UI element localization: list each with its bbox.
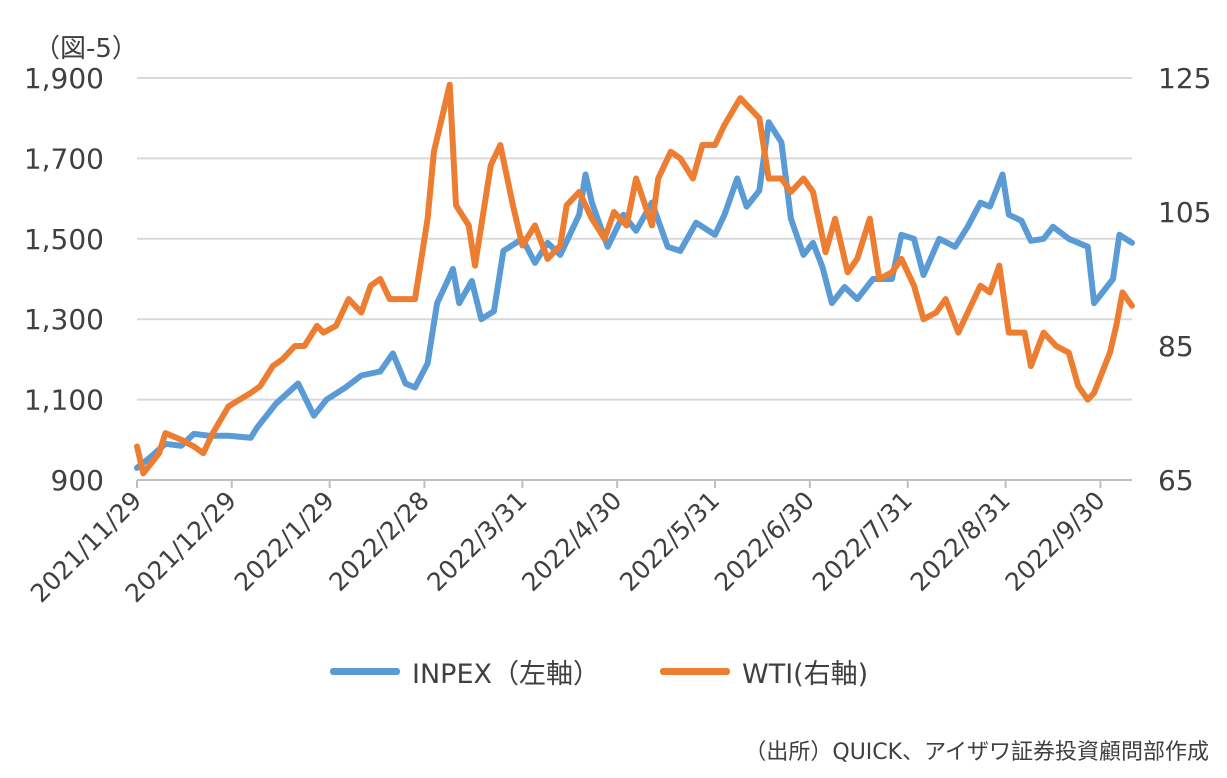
y-left-tick-label: 1,700 xyxy=(24,142,104,175)
legend-item-wti: WTI(右軸) xyxy=(660,652,868,691)
legend-swatch-inpex xyxy=(330,668,400,675)
y-left-tick-label: 1,500 xyxy=(24,223,104,256)
x-tick-label: 2022/5/31 xyxy=(614,486,725,597)
x-tick-label: 2022/8/31 xyxy=(905,486,1016,597)
figure-label: （図-5） xyxy=(34,34,138,64)
y-left-tick-label: 1,900 xyxy=(24,62,104,95)
x-tick-label: 2022/7/31 xyxy=(807,486,918,597)
series-line-wti xyxy=(134,81,1135,477)
legend-label-wti: WTI(右軸) xyxy=(742,659,869,690)
y-left-tick-label: 1,300 xyxy=(24,303,104,336)
x-tick-label: 2022/3/31 xyxy=(421,486,532,597)
y-left-tick-label: 900 xyxy=(51,464,104,497)
x-tick-label: 2022/6/30 xyxy=(709,486,820,597)
legend-swatch-wti xyxy=(660,668,730,675)
x-tick-label: 2022/2/28 xyxy=(324,486,435,597)
x-tick-label: 2022/9/30 xyxy=(1000,486,1111,597)
y-right-tick-label: 125 xyxy=(1158,62,1211,95)
legend-label-inpex: INPEX（左軸） xyxy=(412,659,600,690)
y-right-tick-label: 85 xyxy=(1158,330,1194,363)
chart-legend: INPEX（左軸） WTI(右軸) xyxy=(330,652,928,691)
y-right-tick-label: 105 xyxy=(1158,196,1211,229)
source-note: （出所）QUICK、アイザワ証券投資顧問部作成 xyxy=(744,740,1209,765)
y-right-tick-label: 65 xyxy=(1158,464,1194,497)
legend-item-inpex: INPEX（左軸） xyxy=(330,652,600,691)
series-line-inpex xyxy=(134,119,1135,471)
x-tick-label: 2022/1/29 xyxy=(229,486,340,597)
y-left-tick-label: 1,100 xyxy=(24,384,104,417)
x-tick-label: 2022/4/30 xyxy=(516,486,627,597)
